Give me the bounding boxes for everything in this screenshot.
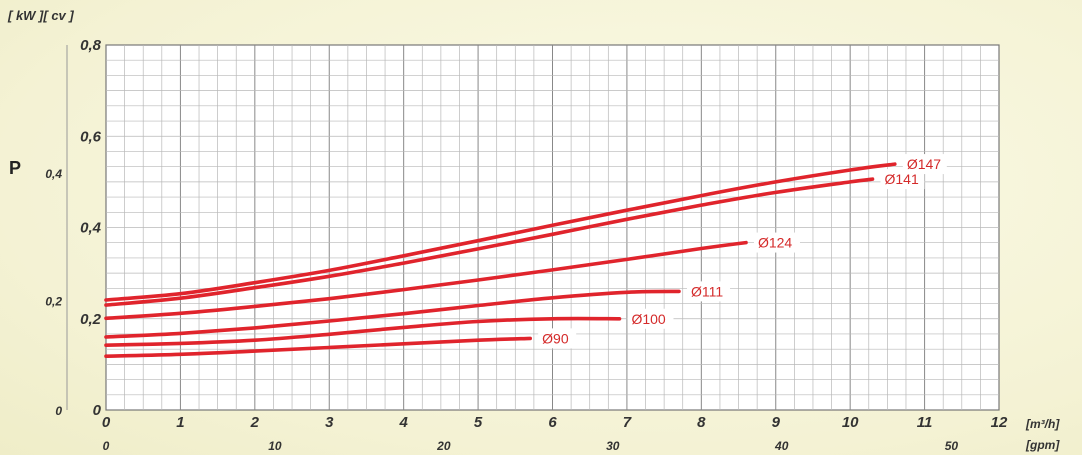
series-label-background (627, 308, 674, 329)
series-line (104, 289, 681, 339)
x-tick-label: 0 (102, 414, 111, 431)
series-label: Ø124 (758, 235, 792, 251)
series-line (104, 177, 875, 307)
x-tick-label: 8 (697, 414, 706, 431)
y-kw-tick-label: 0,4 (80, 220, 102, 237)
series-line (104, 336, 532, 358)
x-tick-label: 3 (325, 414, 334, 431)
series-line (104, 162, 897, 302)
x-tick-label: 11 (917, 414, 933, 431)
x2-axis-unit: [gpm] (1025, 438, 1060, 452)
x2-tick-label: 50 (945, 439, 959, 453)
y-kw-tick-label: 0 (93, 402, 102, 419)
y-kw-tick-label: 0,2 (80, 311, 102, 328)
y-cv-tick-label: 0,4 (45, 167, 62, 181)
y-kw-tick-label: 0,8 (80, 37, 102, 54)
x-tick-label: 12 (991, 414, 1008, 431)
x2-tick-label: 30 (606, 439, 620, 453)
x-axis-unit: [m³/h] (1025, 417, 1060, 431)
x-tick-label: 9 (772, 414, 781, 431)
y-cv-tick-label: 0 (55, 404, 62, 418)
tick-labels: 0 1 2 3 4 5 6 7 8 9 10 11 120 10 20 30 40 5000,20,40,60,8… (45, 37, 1008, 453)
y-axis-symbol: P (9, 158, 21, 178)
x-tick-label: 5 (474, 414, 483, 431)
x-tick-label: 2 (250, 414, 260, 431)
x-tick-label: 7 (623, 414, 632, 431)
x-tick-label: 10 (842, 414, 859, 431)
series-group (104, 162, 897, 358)
series-label-background (902, 154, 947, 175)
series-label-background (538, 328, 577, 349)
x-tick-label: 1 (176, 414, 184, 431)
x2-tick-label: 40 (774, 439, 789, 453)
x-tick-label: 6 (548, 414, 557, 431)
series-label: Ø90 (542, 330, 569, 346)
x2-tick-label: 0 (103, 439, 110, 453)
y-cv-tick-label: 0,2 (45, 295, 62, 309)
series-label: Ø111 (691, 283, 723, 299)
x2-tick-label: 10 (268, 439, 282, 453)
series-label-background (753, 232, 800, 253)
series-line (104, 316, 622, 347)
x-tick-label: 4 (398, 414, 408, 431)
y-kw-tick-label: 0,6 (80, 128, 102, 145)
units-label: [ kW ][ cv ] (7, 8, 74, 23)
series-label-background (687, 281, 731, 302)
series-label: Ø147 (907, 156, 941, 172)
series-label: Ø141 (884, 171, 918, 187)
series-label: Ø100 (631, 311, 665, 327)
series-label-background (880, 169, 925, 190)
x2-tick-label: 20 (436, 439, 451, 453)
series-line (104, 240, 748, 321)
